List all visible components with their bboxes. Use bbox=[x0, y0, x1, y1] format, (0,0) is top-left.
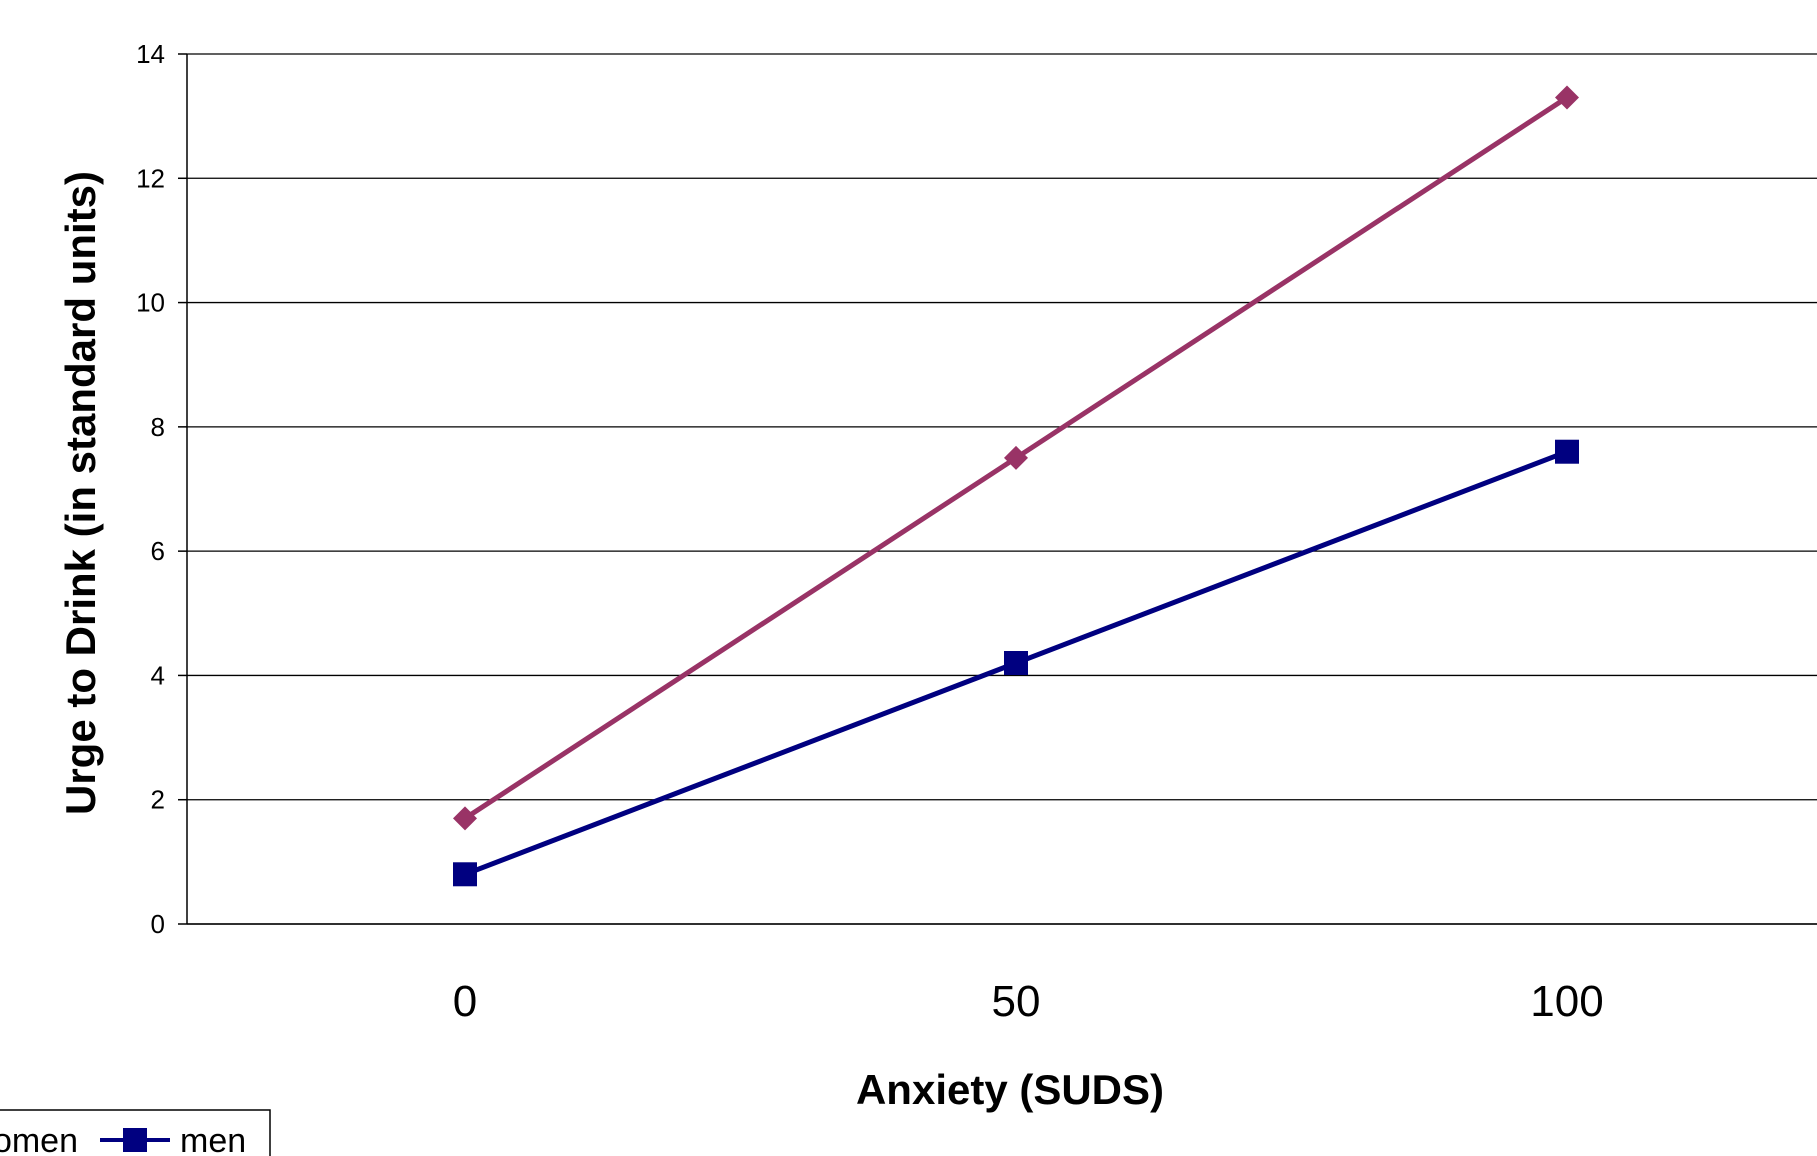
data-point-men bbox=[453, 862, 477, 887]
legend-item-women: omen bbox=[0, 1122, 78, 1156]
legend: omen men bbox=[0, 1109, 271, 1156]
series-men bbox=[453, 439, 1579, 887]
legend-label-men: men bbox=[180, 1122, 246, 1156]
y-tick-label: 4 bbox=[151, 660, 165, 690]
y-tick-label: 10 bbox=[136, 288, 165, 318]
y-tick-label: 14 bbox=[136, 39, 165, 69]
legend-item-men: men bbox=[100, 1122, 246, 1156]
series-layer bbox=[453, 85, 1579, 887]
data-point-men bbox=[1004, 651, 1028, 675]
x-axis-ticks: 0 50 100 bbox=[453, 977, 1604, 1026]
x-tick-label: 50 bbox=[992, 977, 1041, 1026]
data-point-women bbox=[1555, 85, 1579, 110]
series-women bbox=[453, 85, 1579, 831]
data-point-women bbox=[453, 806, 477, 831]
y-tick-label: 8 bbox=[151, 412, 165, 442]
data-point-men bbox=[1555, 439, 1579, 464]
legend-label-women: omen bbox=[0, 1122, 78, 1156]
y-tick-label: 2 bbox=[151, 785, 165, 815]
y-tick-label: 6 bbox=[151, 536, 165, 566]
plot-frame bbox=[186, 54, 1817, 925]
x-axis-title: Anxiety (SUDS) bbox=[856, 1066, 1164, 1113]
x-tick-label: 0 bbox=[453, 977, 477, 1026]
y-tick-label: 0 bbox=[151, 909, 165, 939]
y-tick-label: 12 bbox=[136, 163, 165, 193]
data-point-women bbox=[1004, 445, 1028, 470]
grid-lines bbox=[187, 53, 1817, 925]
y-axis-title: Urge to Drink (in standard units) bbox=[57, 171, 104, 815]
x-tick-label: 100 bbox=[1530, 977, 1603, 1026]
legend-swatch-men-marker bbox=[123, 1128, 147, 1152]
y-axis-ticks: 0 2 4 6 8 10 12 14 bbox=[136, 39, 187, 939]
